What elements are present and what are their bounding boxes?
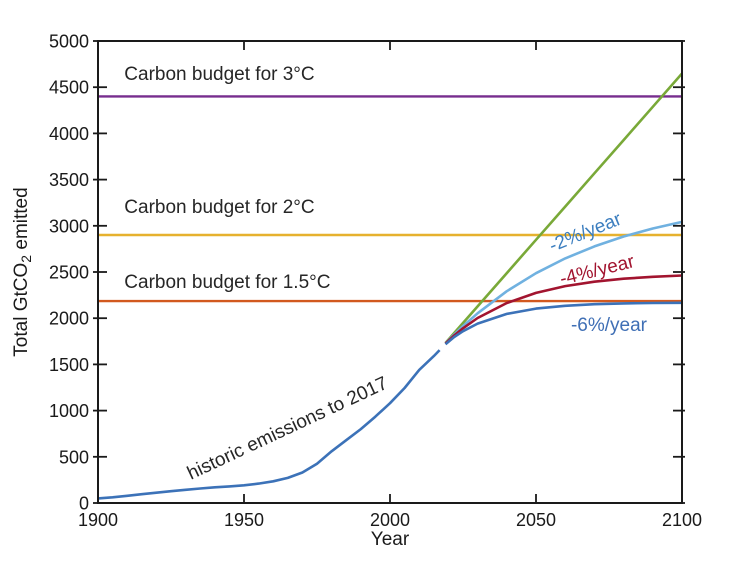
- minus-6-percent-per-year-line: [444, 301, 683, 346]
- carbon-budget-1-5c-label: Carbon budget for 1.5°C: [124, 272, 330, 293]
- y-tick-label: 3000: [49, 216, 89, 236]
- y-axis-title-subscript: 2: [18, 255, 34, 263]
- y-axis-title: Total GtCO2 emitted: [11, 187, 34, 356]
- historic-emissions-line: [97, 349, 441, 500]
- minus-4-percent-per-year-line: [444, 274, 683, 345]
- y-tick-label: 2000: [49, 309, 89, 329]
- x-tick-label: 1900: [78, 510, 118, 530]
- y-tick-label: 1000: [49, 401, 89, 421]
- y-tick-label: 3500: [49, 170, 89, 190]
- x-axis-title: Year: [371, 529, 410, 550]
- y-tick-label: 4500: [49, 78, 89, 98]
- x-tick-label: 2100: [662, 510, 702, 530]
- x-tick-label: 2000: [370, 510, 410, 530]
- y-tick-label: 5000: [49, 32, 89, 52]
- x-tick-label: 2050: [516, 510, 556, 530]
- y-tick-label: 0: [79, 494, 89, 514]
- y-axis-title-text: emitted: [11, 187, 32, 255]
- carbon-budget-3c-label: Carbon budget for 3°C: [124, 64, 314, 85]
- minus-2-percent-per-year-line: [444, 220, 683, 345]
- y-tick-label: 4000: [49, 124, 89, 144]
- y-tick-label: 2500: [49, 263, 89, 283]
- y-tick-label: 1500: [49, 355, 89, 375]
- y-axis-title-text: Total GtCO: [11, 263, 32, 357]
- constant-emissions-line: [444, 72, 683, 344]
- carbon-budget-2c-label: Carbon budget for 2°C: [124, 197, 314, 218]
- x-tick-label: 1950: [224, 510, 264, 530]
- minus-6-percent-label: -6%/year: [571, 315, 648, 336]
- y-tick-label: 500: [59, 447, 89, 467]
